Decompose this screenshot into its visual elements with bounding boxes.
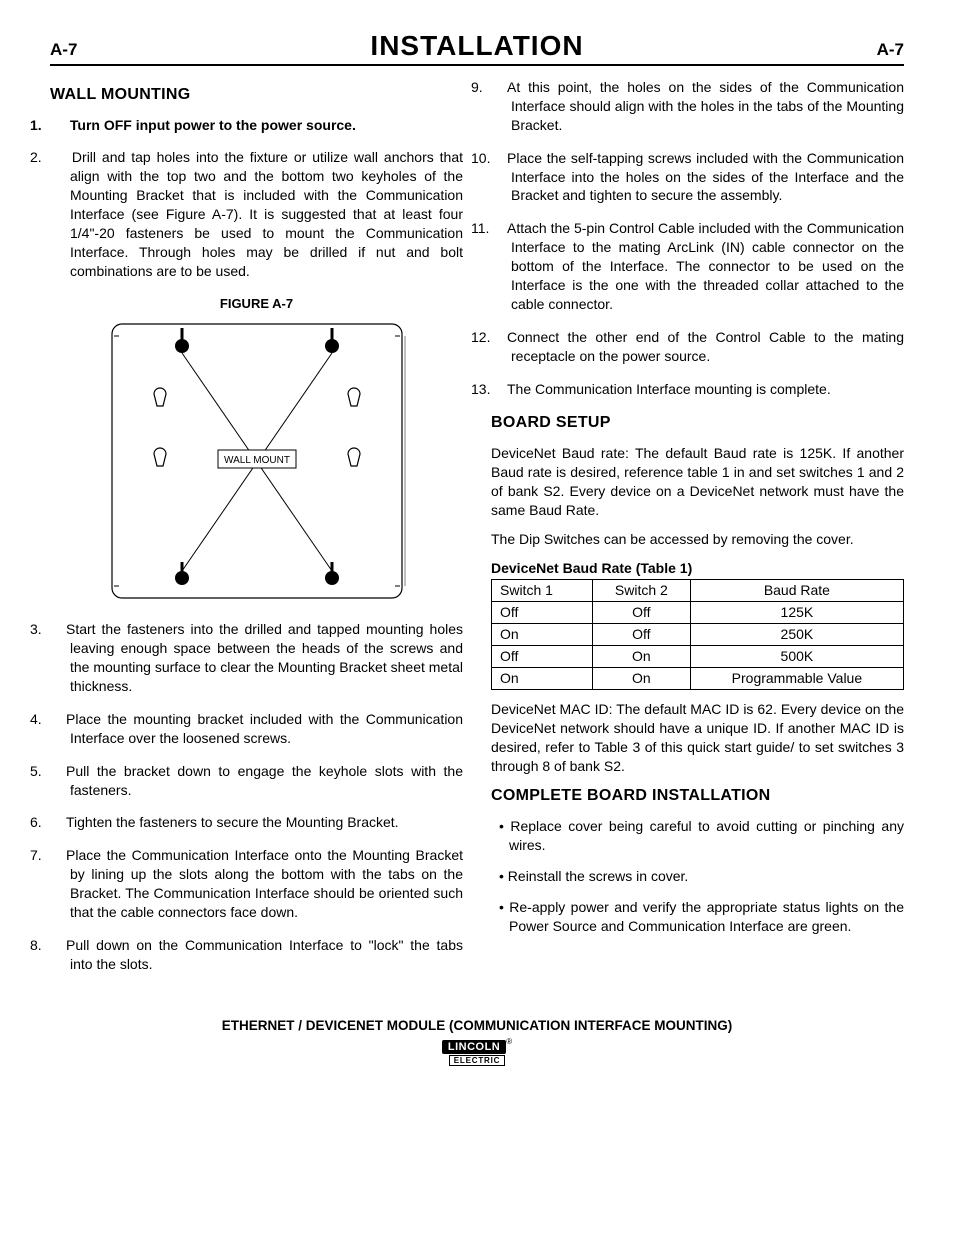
table-cell: Programmable Value bbox=[690, 667, 903, 689]
step-num: 11. bbox=[491, 219, 507, 238]
page-title: INSTALLATION bbox=[77, 30, 876, 62]
step-num: 4. bbox=[50, 710, 66, 729]
header-bar: A-7 INSTALLATION A-7 bbox=[50, 30, 904, 66]
step-text: Attach the 5-pin Control Cable included … bbox=[507, 220, 904, 312]
table-cell: 500K bbox=[690, 646, 903, 668]
step-num: 5. bbox=[50, 762, 66, 781]
step-text: Place the self-tapping screws included w… bbox=[507, 150, 904, 204]
list-item: Reinstall the screws in cover. bbox=[491, 867, 904, 886]
step-6: 6.Tighten the fasteners to secure the Mo… bbox=[50, 813, 463, 832]
step-num: 10. bbox=[491, 149, 507, 168]
step-num: 12. bbox=[491, 328, 507, 347]
left-column: WALL MOUNTING 1. Turn OFF input power to… bbox=[50, 78, 463, 988]
section-board-setup-title: BOARD SETUP bbox=[491, 412, 904, 434]
step-num: 8. bbox=[50, 936, 66, 955]
step-text: Connect the other end of the Control Cab… bbox=[507, 329, 904, 364]
table-cell: On bbox=[592, 667, 690, 689]
step-9: 9.At this point, the holes on the sides … bbox=[491, 78, 904, 135]
screw-top-right-icon bbox=[325, 328, 339, 353]
screw-top-left-icon bbox=[175, 328, 189, 353]
table-cell: 250K bbox=[690, 624, 903, 646]
table-cell: On bbox=[492, 667, 593, 689]
step-num: 2. bbox=[50, 148, 66, 167]
step-text: Drill and tap holes into the fixture or … bbox=[70, 149, 463, 278]
wall-mounting-steps-9-13: 9.At this point, the holes on the sides … bbox=[491, 78, 904, 398]
footer: ETHERNET / DEVICENET MODULE (COMMUNICATI… bbox=[50, 1018, 904, 1068]
step-text: Pull down on the Communication Interface… bbox=[66, 937, 463, 972]
table-cell: On bbox=[492, 624, 593, 646]
step-text: Place the Communication Interface onto t… bbox=[66, 847, 463, 920]
keyhole-icon bbox=[154, 388, 166, 406]
table-header: Switch 1 bbox=[492, 580, 593, 602]
table-title: DeviceNet Baud Rate (Table 1) bbox=[491, 559, 904, 578]
screw-bottom-right-icon bbox=[325, 562, 339, 585]
board-setup-para-2: The Dip Switches can be accessed by remo… bbox=[491, 530, 904, 549]
table-cell: Off bbox=[492, 646, 593, 668]
keyhole-icon bbox=[348, 388, 360, 406]
step-num: 7. bbox=[50, 846, 66, 865]
content-columns: WALL MOUNTING 1. Turn OFF input power to… bbox=[50, 78, 904, 988]
lincoln-electric-logo: LINCOLN® ELECTRIC bbox=[442, 1037, 512, 1066]
figure-a7-wall-mount: WALL MOUNT bbox=[102, 316, 412, 606]
step-text: Start the fasteners into the drilled and… bbox=[66, 621, 463, 694]
step-text: At this point, the holes on the sides of… bbox=[507, 79, 904, 133]
step-num: 6. bbox=[50, 813, 66, 832]
wall-mounting-steps-1-2: 1. Turn OFF input power to the power sou… bbox=[50, 116, 463, 281]
table-header: Baud Rate bbox=[690, 580, 903, 602]
step-text: Tighten the fasteners to secure the Moun… bbox=[66, 814, 399, 830]
table-row: Off On 500K bbox=[492, 646, 904, 668]
step-num: 13. bbox=[491, 380, 507, 399]
table-row: Off Off 125K bbox=[492, 602, 904, 624]
baud-rate-table: Switch 1 Switch 2 Baud Rate Off Off 125K… bbox=[491, 579, 904, 689]
footer-title: ETHERNET / DEVICENET MODULE (COMMUNICATI… bbox=[50, 1018, 904, 1033]
step-1: 1. Turn OFF input power to the power sou… bbox=[50, 116, 463, 135]
table-cell: Off bbox=[492, 602, 593, 624]
section-complete-board-title: COMPLETE BOARD INSTALLATION bbox=[491, 785, 904, 807]
step-text: Place the mounting bracket included with… bbox=[66, 711, 463, 746]
board-setup-para-1: DeviceNet Baud rate: The default Baud ra… bbox=[491, 444, 904, 520]
table-cell: On bbox=[592, 646, 690, 668]
step-num: 1. bbox=[50, 116, 66, 135]
step-12: 12.Connect the other end of the Control … bbox=[491, 328, 904, 366]
wall-mounting-steps-3-8: 3.Start the fasteners into the drilled a… bbox=[50, 620, 463, 973]
step-10: 10.Place the self-tapping screws include… bbox=[491, 149, 904, 206]
step-7: 7.Place the Communication Interface onto… bbox=[50, 846, 463, 922]
step-text: Pull the bracket down to engage the keyh… bbox=[66, 763, 463, 798]
table-row: On On Programmable Value bbox=[492, 667, 904, 689]
table-cell: Off bbox=[592, 602, 690, 624]
step-text: The Communication Interface mounting is … bbox=[507, 381, 831, 397]
complete-board-bullets: Replace cover being careful to avoid cut… bbox=[491, 817, 904, 935]
table-cell: 125K bbox=[690, 602, 903, 624]
list-item: Re-apply power and verify the appropriat… bbox=[491, 898, 904, 936]
step-text: Turn OFF input power to the power source… bbox=[70, 117, 356, 133]
figure-label: WALL MOUNT bbox=[224, 455, 290, 466]
keyhole-icon bbox=[154, 448, 166, 466]
step-5: 5.Pull the bracket down to engage the ke… bbox=[50, 762, 463, 800]
step-num: 9. bbox=[491, 78, 507, 97]
registered-icon: ® bbox=[506, 1037, 512, 1046]
page-number-right: A-7 bbox=[877, 40, 904, 60]
step-13: 13.The Communication Interface mounting … bbox=[491, 380, 904, 399]
screw-bottom-left-icon bbox=[175, 562, 189, 585]
section-wall-mounting-title: WALL MOUNTING bbox=[50, 84, 463, 106]
logo-top-text: LINCOLN bbox=[442, 1040, 506, 1054]
board-setup-para-3: DeviceNet MAC ID: The default MAC ID is … bbox=[491, 700, 904, 776]
step-4: 4.Place the mounting bracket included wi… bbox=[50, 710, 463, 748]
table-header-row: Switch 1 Switch 2 Baud Rate bbox=[492, 580, 904, 602]
table-row: On Off 250K bbox=[492, 624, 904, 646]
page-number-left: A-7 bbox=[50, 40, 77, 60]
figure-caption: FIGURE A-7 bbox=[50, 295, 463, 313]
page: A-7 INSTALLATION A-7 WALL MOUNTING 1. Tu… bbox=[0, 0, 954, 1088]
list-item: Replace cover being careful to avoid cut… bbox=[491, 817, 904, 855]
step-2: 2. Drill and tap holes into the fixture … bbox=[50, 148, 463, 280]
right-column: 9.At this point, the holes on the sides … bbox=[491, 78, 904, 988]
step-3: 3.Start the fasteners into the drilled a… bbox=[50, 620, 463, 696]
step-11: 11.Attach the 5-pin Control Cable includ… bbox=[491, 219, 904, 313]
logo-bottom-text: ELECTRIC bbox=[449, 1055, 505, 1066]
table-header: Switch 2 bbox=[592, 580, 690, 602]
step-num: 3. bbox=[50, 620, 66, 639]
step-8: 8.Pull down on the Communication Interfa… bbox=[50, 936, 463, 974]
keyhole-icon bbox=[348, 448, 360, 466]
table-cell: Off bbox=[592, 624, 690, 646]
